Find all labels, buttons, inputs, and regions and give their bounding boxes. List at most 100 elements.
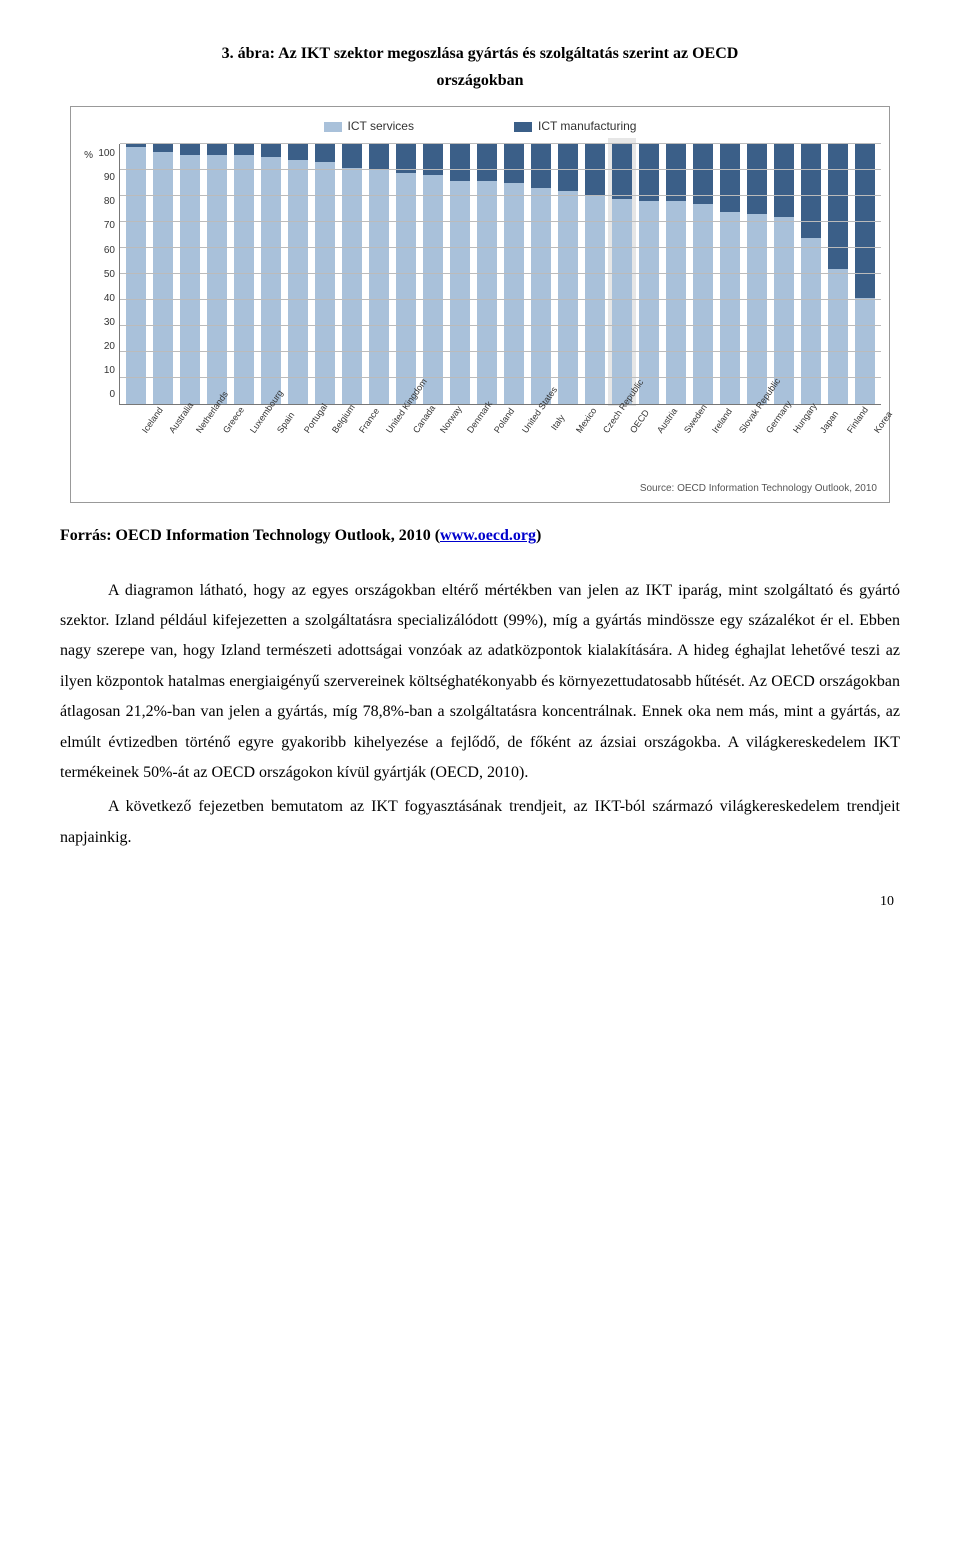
bar-segment-manufacturing [207,144,227,154]
bar-segment-manufacturing [747,144,767,214]
y-tick: 70 [93,216,115,235]
bar-segment-manufacturing [801,144,821,238]
bar-segment-manufacturing [342,144,362,167]
bar-sweden [666,144,686,404]
bar-segment-services [153,152,173,404]
bar-segment-services [774,217,794,404]
bar-segment-manufacturing [774,144,794,217]
bar-segment-manufacturing [666,144,686,201]
body-paragraph-1: A diagramon látható, hogy az egyes orszá… [60,576,900,789]
y-tick: 100 [93,144,115,163]
bar-segment-services [747,214,767,404]
gridline [120,247,881,248]
chart-container: ICT services ICT manufacturing % 1009080… [70,106,890,503]
y-tick: 0 [93,385,115,404]
y-tick: 80 [93,192,115,211]
plot-area [119,144,881,405]
bar-iceland [126,144,146,404]
bar-segment-manufacturing [828,144,848,269]
figure-citation: Forrás: OECD Information Technology Outl… [60,521,900,551]
bar-ireland [693,144,713,404]
figure-title-line1: 3. ábra: Az IKT szektor megoszlása gyárt… [222,45,739,62]
bar-segment-services [180,155,200,405]
gridline [120,221,881,222]
plot-wrap: % 1009080706050403020100 IcelandAustrali… [79,144,881,483]
gridline [120,377,881,378]
bar-segment-services [315,162,335,404]
bar-segment-services [396,173,416,404]
bar-segment-manufacturing [720,144,740,212]
bar-segment-manufacturing [261,144,281,157]
gridline [120,325,881,326]
bar-segment-manufacturing [423,144,443,175]
bar-italy [531,144,551,404]
figure-title: 3. ábra: Az IKT szektor megoszlása gyárt… [60,40,900,94]
bar-canada [396,144,416,404]
bar-segment-services [585,196,605,404]
bar-slovak-republic [720,144,740,404]
bar-segment-services [828,269,848,404]
figure-title-line2: országokban [436,72,523,89]
y-tick: 10 [93,361,115,380]
bar-segment-services [477,181,497,405]
bar-greece [207,144,227,404]
bar-segment-manufacturing [558,144,578,191]
bar-hungary [774,144,794,404]
y-tick: 40 [93,289,115,308]
gridline [120,299,881,300]
bar-segment-manufacturing [450,144,470,180]
bar-segment-services [369,170,389,404]
bar-netherlands [180,144,200,404]
bar-segment-services [234,155,254,405]
bar-luxembourg [234,144,254,404]
bar-segment-services [504,183,524,404]
gridline [120,351,881,352]
gridline [120,169,881,170]
bar-portugal [288,144,308,404]
bar-france [342,144,362,404]
bar-norway [423,144,443,404]
legend-swatch-manufacturing [514,122,532,132]
bar-czech-republic [585,144,605,404]
x-axis-labels: IcelandAustraliaNetherlandsGreeceLuxembo… [93,405,881,483]
bar-segment-manufacturing [612,144,632,199]
bar-segment-services [720,212,740,404]
bar-segment-manufacturing [180,144,200,154]
bar-finland [828,144,848,404]
bar-segment-services [450,181,470,405]
bar-segment-services [612,199,632,404]
bar-korea [855,144,875,404]
bar-segment-services [126,147,146,404]
page-number: 10 [60,889,900,916]
legend-swatch-services [324,122,342,132]
bar-segment-manufacturing [639,144,659,201]
legend-item-manufacturing: ICT manufacturing [514,115,637,138]
y-tick: 20 [93,337,115,356]
plot-area-wrap: 1009080706050403020100 IcelandAustraliaN… [93,144,881,483]
bar-united-kingdom [369,144,389,404]
citation-prefix: Forrás: OECD Information Technology Outl… [60,527,440,544]
y-tick: 60 [93,241,115,260]
gridline [120,143,881,144]
bar-segment-services [342,168,362,405]
gridline [120,273,881,274]
bar-oecd [612,144,632,404]
bar-poland [477,144,497,404]
bar-segment-manufacturing [531,144,551,188]
body-paragraph-2: A következő fejezetben bemutatom az IKT … [60,792,900,853]
bars-row [120,144,881,404]
bar-mexico [558,144,578,404]
legend-label-services: ICT services [348,115,414,138]
bar-segment-manufacturing [288,144,308,160]
legend-label-manufacturing: ICT manufacturing [538,115,637,138]
bar-japan [801,144,821,404]
citation-suffix: ) [536,527,541,544]
bar-segment-services [288,160,308,404]
bar-united-states [504,144,524,404]
chart-legend: ICT services ICT manufacturing [79,115,881,138]
y-tick: 50 [93,265,115,284]
bar-segment-manufacturing [153,144,173,152]
bar-segment-manufacturing [315,144,335,162]
y-axis-label: % [79,144,93,483]
bar-segment-services [801,238,821,404]
